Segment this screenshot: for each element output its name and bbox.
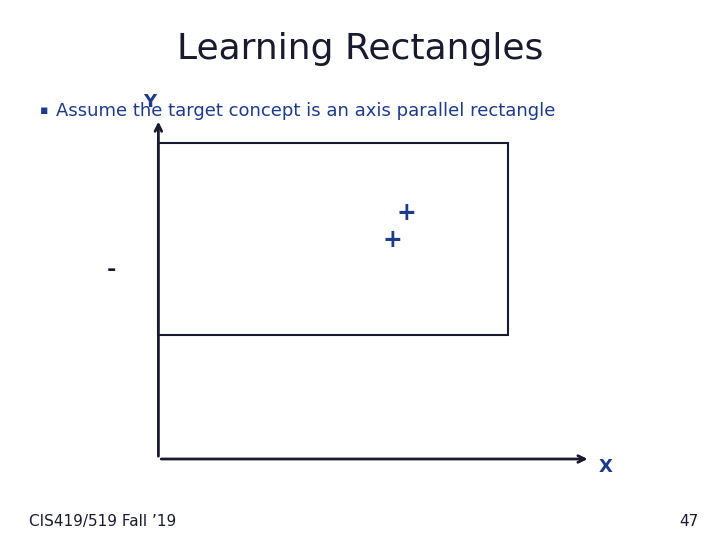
- Text: -: -: [107, 260, 117, 280]
- Text: Learning Rectangles: Learning Rectangles: [177, 32, 543, 65]
- Bar: [158, 143, 508, 335]
- Text: 47: 47: [679, 514, 698, 529]
- Text: Assume the target concept is an axis parallel rectangle: Assume the target concept is an axis par…: [56, 102, 556, 120]
- Text: +: +: [382, 228, 402, 252]
- Text: +: +: [397, 201, 417, 225]
- Text: X: X: [599, 458, 613, 476]
- Text: ▪: ▪: [40, 104, 48, 117]
- Text: Y: Y: [143, 93, 156, 111]
- Text: CIS419/519 Fall ’19: CIS419/519 Fall ’19: [29, 514, 176, 529]
